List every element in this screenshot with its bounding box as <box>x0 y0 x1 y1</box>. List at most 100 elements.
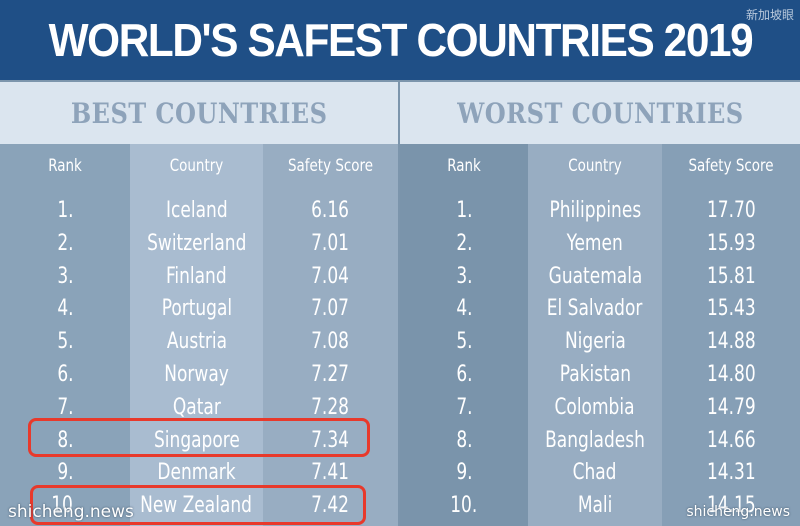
score-cell-wrapper: 7.04 <box>263 260 398 293</box>
best-panel-title: BEST COUNTRIES <box>70 96 328 130</box>
table-row: 1. Iceland 6.16 <box>0 194 398 227</box>
table-row: 6. Pakistan 14.80 <box>400 358 800 391</box>
rank-cell-wrapper: 8. <box>400 424 528 457</box>
table-row: 5. Nigeria 14.88 <box>400 325 800 358</box>
table-row: 4. Portugal 7.07 <box>0 292 398 325</box>
score-cell-wrapper: 14.80 <box>662 358 800 391</box>
score-cell: 6.16 <box>311 198 350 223</box>
country-cell-wrapper: Pakistan <box>528 358 662 391</box>
score-cell: 7.04 <box>311 263 350 289</box>
worst-panel-title: WORST COUNTRIES <box>456 96 744 130</box>
country-cell-wrapper: Philippines <box>528 194 662 227</box>
rank-cell: 2. <box>455 230 473 256</box>
country-cell: Yemen <box>566 230 624 256</box>
rank-cell-wrapper: 1. <box>400 194 528 227</box>
best-panel-header: BEST COUNTRIES <box>0 82 398 144</box>
best-countries-panel: BEST COUNTRIES Rank Country Safety Score… <box>0 82 398 526</box>
score-cell-wrapper: 15.43 <box>662 292 800 325</box>
rank-cell-wrapper: 2. <box>400 227 528 260</box>
best-country-header: Country <box>169 156 224 176</box>
score-cell-wrapper: 7.08 <box>263 325 398 358</box>
country-cell: Guatemala <box>548 263 642 289</box>
score-cell: 14.79 <box>706 394 756 420</box>
country-cell: Colombia <box>554 394 636 420</box>
score-cell: 7.07 <box>311 296 350 322</box>
rank-cell: 9. <box>56 460 74 486</box>
highlight-box-new-zealand <box>30 485 366 525</box>
rank-column-bg <box>400 144 528 526</box>
country-cell: Austria <box>166 329 227 355</box>
rank-cell: 3. <box>56 263 74 289</box>
score-cell: 7.34 <box>311 427 350 453</box>
rank-cell: 4. <box>56 296 74 322</box>
rank-cell-wrapper: 3. <box>0 260 130 293</box>
country-cell-wrapper: Bangladesh <box>528 424 662 457</box>
watermark-left: shicheng.news <box>8 502 134 522</box>
rank-cell-wrapper: 5. <box>400 325 528 358</box>
country-cell: Mali <box>577 493 613 519</box>
country-cell-wrapper: Qatar <box>130 391 263 424</box>
worst-panel-header: WORST COUNTRIES <box>400 82 800 144</box>
country-cell-wrapper: Finland <box>130 260 263 293</box>
rank-cell: 4. <box>455 296 473 322</box>
country-cell-wrapper: Portugal <box>130 292 263 325</box>
rank-cell: 1. <box>455 198 473 223</box>
table-row: 2. Yemen 15.93 <box>400 227 800 260</box>
score-cell-wrapper: 15.81 <box>662 260 800 293</box>
score-cell: 7.41 <box>311 460 350 486</box>
country-cell-wrapper: Iceland <box>130 194 263 227</box>
rank-cell: 10. <box>51 493 79 519</box>
score-cell-wrapper: 7.41 <box>263 456 398 489</box>
highlight-box-singapore <box>28 418 370 457</box>
corner-watermark: 新加坡眼 <box>745 8 794 22</box>
rank-cell: 2. <box>56 230 74 256</box>
score-cell: 14.15 <box>706 493 756 519</box>
rank-cell: 7. <box>455 394 473 420</box>
country-cell-wrapper: New Zealand <box>130 489 263 522</box>
country-cell: Qatar <box>172 394 221 420</box>
score-cell-wrapper: 14.66 <box>662 424 800 457</box>
worst-score-header: Safety Score <box>688 156 774 176</box>
score-cell-wrapper: 15.93 <box>662 227 800 260</box>
rank-column-bg <box>0 144 130 526</box>
rank-cell-wrapper: 6. <box>400 358 528 391</box>
country-cell: Denmark <box>157 460 236 486</box>
score-cell-wrapper: 7.42 <box>263 489 398 522</box>
worst-country-header: Country <box>568 156 622 176</box>
rank-cell-wrapper: 4. <box>400 292 528 325</box>
country-cell: Philippines <box>549 198 641 223</box>
country-cell-wrapper: Nigeria <box>528 325 662 358</box>
country-cell-wrapper: Chad <box>528 456 662 489</box>
country-cell: Nigeria <box>564 329 626 355</box>
score-cell: 15.81 <box>706 263 756 289</box>
rank-cell-wrapper: 7. <box>0 391 130 424</box>
table-row: 8. Bangladesh 14.66 <box>400 424 800 457</box>
score-cell-wrapper: 7.28 <box>263 391 398 424</box>
table-row: 5. Austria 7.08 <box>0 325 398 358</box>
score-cell: 14.80 <box>706 362 756 387</box>
rank-cell-wrapper: 6. <box>0 358 130 391</box>
country-cell-wrapper: El Salvador <box>528 292 662 325</box>
score-cell: 14.31 <box>706 460 756 486</box>
worst-rank-header: Rank <box>447 156 481 176</box>
rank-cell-wrapper: 2. <box>0 227 130 260</box>
rank-cell-wrapper: 9. <box>0 456 130 489</box>
title-bar: WORLD'S SAFEST COUNTRIES 2019 <box>0 0 800 80</box>
rank-cell-wrapper: 1. <box>0 194 130 227</box>
score-cell: 7.27 <box>311 362 350 387</box>
score-column-bg <box>263 144 398 526</box>
rank-cell: 8. <box>455 427 473 453</box>
table-row: 1. Philippines 17.70 <box>400 194 800 227</box>
country-cell: New Zealand <box>140 493 253 519</box>
score-cell-wrapper: 7.34 <box>263 424 398 457</box>
country-cell-wrapper: Guatemala <box>528 260 662 293</box>
table-row: 10. Mali 14.15 <box>400 489 800 522</box>
score-cell-wrapper: 14.88 <box>662 325 800 358</box>
country-column-bg <box>130 144 263 526</box>
score-cell-wrapper: 7.27 <box>263 358 398 391</box>
table-row: 9. Chad 14.31 <box>400 456 800 489</box>
rank-cell-wrapper: 9. <box>400 456 528 489</box>
rank-cell: 6. <box>455 362 473 387</box>
rank-cell-wrapper: 8. <box>0 424 130 457</box>
country-cell: Chad <box>573 460 617 486</box>
